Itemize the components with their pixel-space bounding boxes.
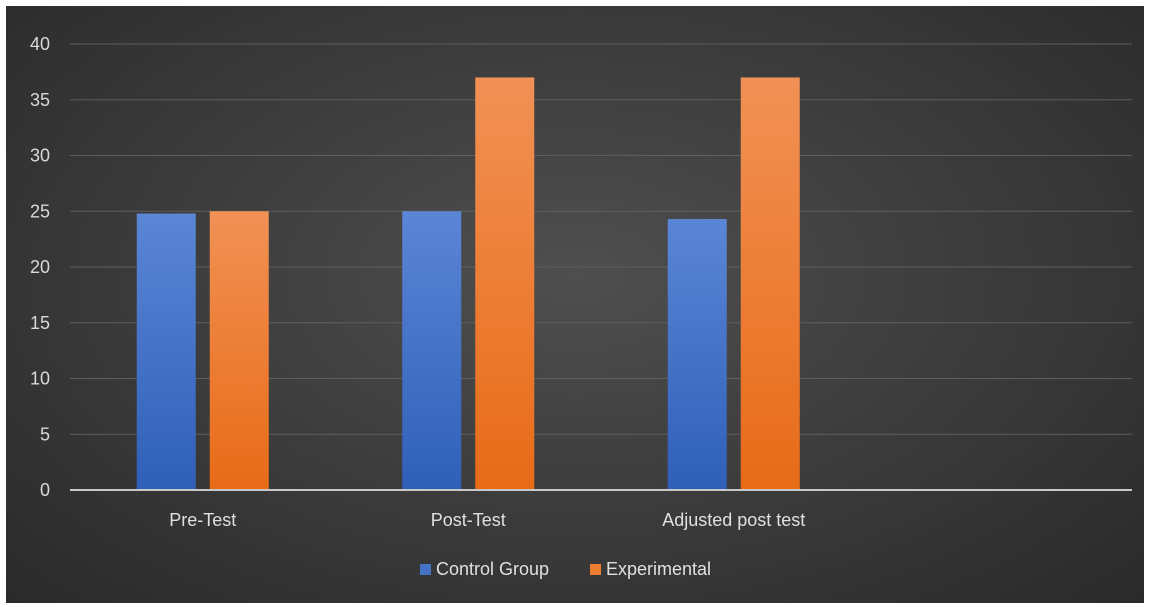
bar-control-group — [136, 213, 196, 491]
bar-control-group — [667, 219, 727, 490]
x-category-label: Post-Test — [431, 510, 506, 530]
bar-experimental — [475, 77, 535, 490]
bar-experimental — [740, 77, 800, 490]
y-tick-label: 35 — [30, 90, 50, 110]
y-tick-label: 5 — [40, 424, 50, 444]
x-category-label: Pre-Test — [169, 510, 236, 530]
y-tick-label: 10 — [30, 369, 50, 389]
bar-control-group — [402, 211, 462, 490]
y-tick-label: 30 — [30, 146, 50, 166]
y-tick-label: 0 — [40, 480, 50, 500]
legend-label: Control Group — [436, 559, 549, 579]
y-tick-label: 40 — [30, 34, 50, 54]
legend-swatch — [420, 564, 431, 575]
chart-area: 0 5 10 15 20 25 30 35 40 Pre-Test Post-Test Adjuste… — [6, 6, 1144, 603]
y-tick-label: 15 — [30, 313, 50, 333]
legend-item: Experimental — [590, 559, 711, 579]
legend-swatch — [590, 564, 601, 575]
legend-item: Control Group — [420, 559, 549, 579]
x-category-label: Adjusted post test — [662, 510, 805, 530]
bar-experimental — [209, 211, 269, 490]
bar-chart: 0 5 10 15 20 25 30 35 40 Pre-Test Post-Test Adjuste… — [30, 34, 1132, 579]
legend-label: Experimental — [606, 559, 711, 579]
y-tick-label: 25 — [30, 201, 50, 221]
y-tick-label: 20 — [30, 257, 50, 277]
